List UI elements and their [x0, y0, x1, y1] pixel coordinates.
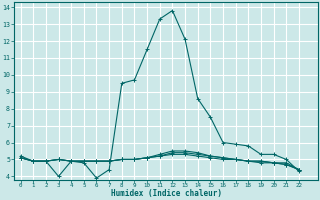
X-axis label: Humidex (Indice chaleur): Humidex (Indice chaleur): [111, 189, 221, 198]
